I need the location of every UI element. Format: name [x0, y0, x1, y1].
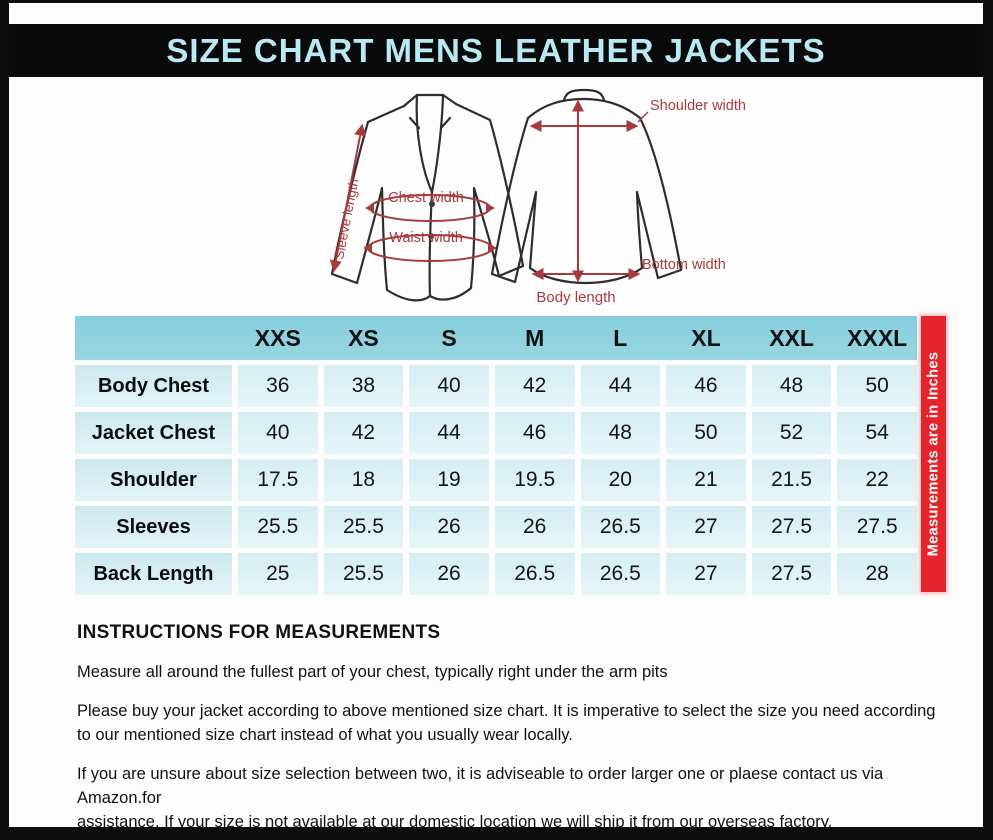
size-value-cell: 48 — [751, 365, 832, 407]
size-value-cell: 25.5 — [323, 553, 404, 595]
size-column-header: S — [441, 324, 457, 351]
size-table-row: Sleeves 25.5 25.5 26 26 26.5 27 27.5 27.5 — [75, 506, 917, 548]
size-value-cell: 46 — [494, 412, 575, 454]
size-table-header-row: XXS XS S M L XL XXL XXXL — [75, 316, 917, 360]
size-value-cell: 26 — [409, 553, 489, 595]
size-value-cell: 52 — [751, 412, 832, 454]
measurement-row-label: Jacket Chest — [75, 412, 232, 454]
size-value-cell: 46 — [666, 365, 746, 407]
size-table-row: Shoulder 17.5 18 19 19.5 20 21 21.5 22 — [75, 459, 917, 501]
measurement-row-label: Body Chest — [75, 365, 232, 407]
instruction-paragraph-2: Please buy your jacket according to abov… — [77, 702, 936, 744]
size-value-cell: 27.5 — [837, 506, 917, 548]
units-note-text: Measurements are in Inches — [925, 351, 942, 557]
measurement-row-label: Shoulder — [75, 459, 232, 501]
jacket-back-view: Shoulder width Bottom width Body length — [490, 88, 746, 306]
page-title: SIZE CHART MENS LEATHER JACKETS — [166, 31, 826, 69]
size-column-header: XXS — [254, 324, 301, 351]
size-column-header: M — [525, 324, 545, 351]
size-column-header: L — [613, 324, 628, 351]
size-value-cell: 19 — [409, 459, 489, 501]
chest-width-label: Chest width — [388, 190, 464, 206]
size-value-cell: 20 — [580, 459, 661, 501]
instruction-paragraph-1: Measure all around the fullest part of y… — [77, 663, 668, 681]
size-table-row: Back Length 25 25.5 26 26.5 26.5 27 27.5 28 — [75, 553, 917, 595]
frame-border-bottom — [0, 827, 993, 840]
size-value-cell: 26.5 — [580, 553, 661, 595]
measurement-row-label: Sleeves — [75, 506, 232, 548]
size-value-cell: 21 — [666, 459, 746, 501]
sleeve-length-arrow — [329, 123, 367, 273]
size-value-cell: 27 — [666, 553, 746, 595]
size-value-cell: 42 — [323, 412, 404, 454]
size-table-body: Body Chest 36 38 40 42 44 46 48 50 Jacket Chest 40… — [75, 365, 917, 595]
size-value-cell: 25.5 — [238, 506, 318, 548]
size-value-cell: 26 — [409, 506, 489, 548]
size-value-cell: 36 — [238, 365, 318, 407]
size-value-cell: 27 — [666, 506, 746, 548]
size-value-cell: 25.5 — [323, 506, 404, 548]
size-value-cell: 27.5 — [751, 553, 832, 595]
size-value-cell: 19.5 — [494, 459, 575, 501]
size-table: XXS XS S M L XL XXL XXXL Body Chest 36 38 40 42 44 46… — [75, 316, 917, 595]
sleeve-length-label: Sleeve length — [331, 177, 361, 260]
bottom-width-label: Bottom width — [642, 257, 726, 273]
size-value-cell: 38 — [323, 365, 404, 407]
size-table-row: Body Chest 36 38 40 42 44 46 48 50 — [75, 365, 917, 407]
body-length-label: Body length — [536, 289, 615, 306]
size-value-cell: 54 — [837, 412, 917, 454]
size-column-header: XXXL — [847, 324, 908, 351]
title-bar: SIZE CHART MENS LEATHER JACKETS — [9, 24, 983, 77]
size-value-cell: 26.5 — [494, 553, 575, 595]
size-value-cell: 25 — [238, 553, 318, 595]
size-value-cell: 48 — [580, 412, 661, 454]
size-value-cell: 44 — [409, 412, 489, 454]
jacket-front-view: Sleeve length Chest width Waist width — [329, 93, 525, 302]
size-value-cell: 42 — [494, 365, 575, 407]
instruction-paragraph-3: If you are unsure about size selection b… — [77, 765, 884, 831]
size-value-cell: 44 — [580, 365, 661, 407]
size-value-cell: 26 — [494, 506, 575, 548]
front-button-top — [429, 201, 435, 207]
waist-width-label: Waist width — [389, 230, 463, 246]
units-note-bar: Measurements are in Inches — [921, 316, 946, 592]
size-value-cell: 40 — [409, 365, 489, 407]
frame-border-left — [0, 0, 9, 840]
size-column-header: XS — [348, 324, 379, 351]
frame-border-top — [0, 0, 993, 3]
size-column-header: XL — [691, 324, 721, 351]
size-value-cell: 21.5 — [751, 459, 832, 501]
size-value-cell: 50 — [837, 365, 917, 407]
instructions-section: INSTRUCTIONS FOR MEASUREMENTS Measure al… — [77, 622, 965, 840]
size-value-cell: 17.5 — [238, 459, 318, 501]
size-value-cell: 18 — [323, 459, 404, 501]
size-value-cell: 26.5 — [580, 506, 661, 548]
size-column-header: XXL — [769, 324, 814, 351]
size-table-row: Jacket Chest 40 42 44 46 48 50 52 54 — [75, 412, 917, 454]
shoulder-width-label: Shoulder width — [650, 98, 746, 114]
size-value-cell: 40 — [238, 412, 318, 454]
size-value-cell: 50 — [666, 412, 746, 454]
jacket-measurement-diagram: Sleeve length Chest width Waist width Sh… — [329, 88, 746, 306]
frame-border-right — [983, 0, 993, 840]
size-value-cell: 27.5 — [751, 506, 832, 548]
instructions-heading: INSTRUCTIONS FOR MEASUREMENTS — [77, 622, 441, 643]
size-value-cell: 28 — [837, 553, 917, 595]
size-value-cell: 22 — [837, 459, 917, 501]
measurement-row-label: Back Length — [75, 553, 232, 595]
